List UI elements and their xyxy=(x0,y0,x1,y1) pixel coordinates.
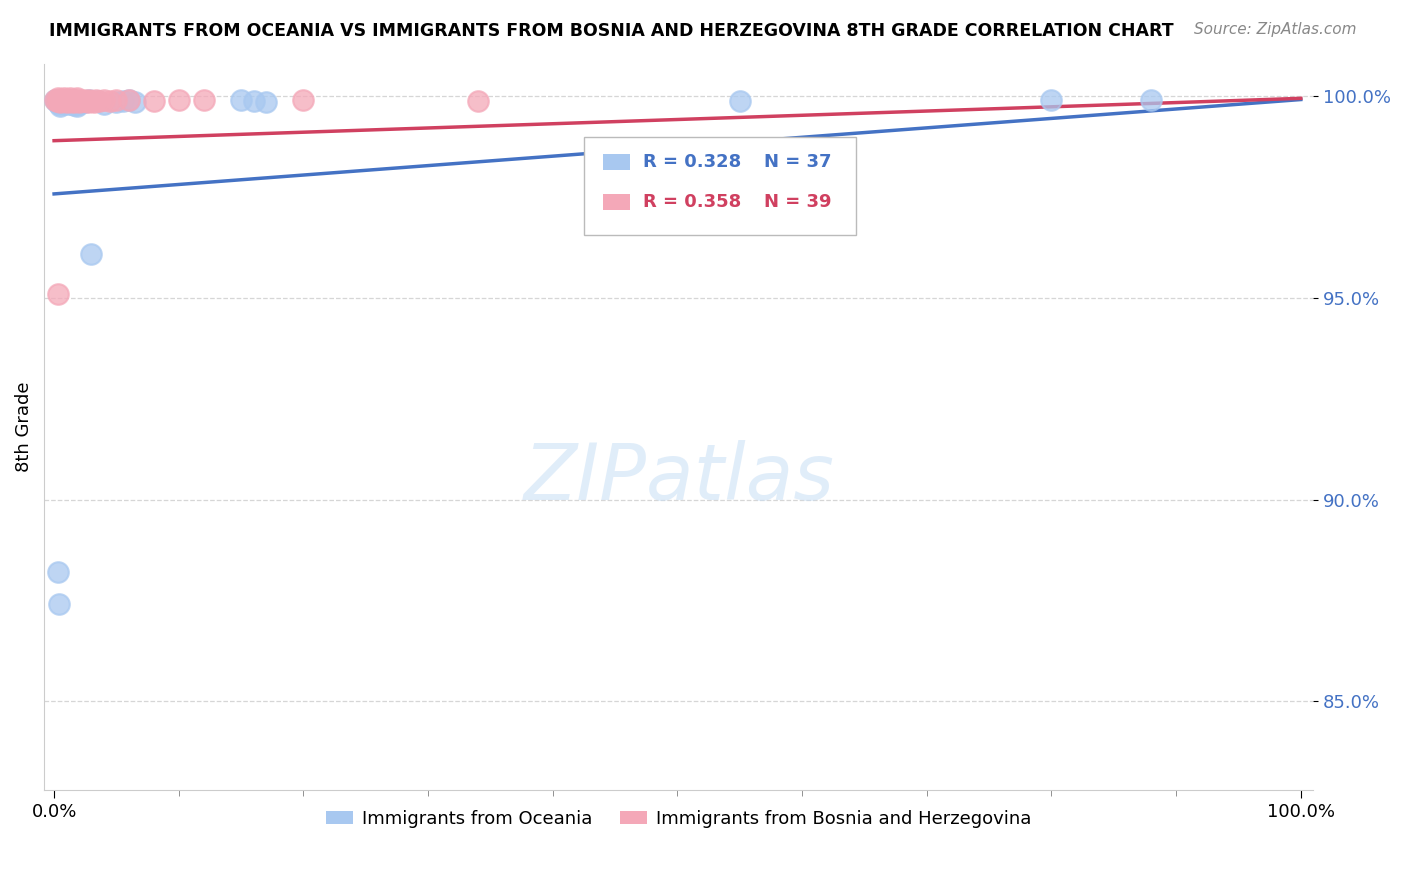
Point xyxy=(56,93,79,107)
Point xyxy=(105,93,128,107)
Point xyxy=(46,91,69,105)
Point xyxy=(87,94,110,108)
Point xyxy=(53,97,76,112)
Point xyxy=(83,95,105,110)
Point xyxy=(52,94,75,108)
Text: IMMIGRANTS FROM OCEANIA VS IMMIGRANTS FROM BOSNIA AND HERZEGOVINA 8TH GRADE CORR: IMMIGRANTS FROM OCEANIA VS IMMIGRANTS FR… xyxy=(49,22,1174,40)
Point xyxy=(65,91,87,105)
Point xyxy=(65,94,87,108)
Point xyxy=(75,94,97,108)
Point xyxy=(60,94,83,108)
Point xyxy=(44,93,66,107)
Point xyxy=(124,95,146,110)
Point xyxy=(48,598,70,612)
Point xyxy=(48,97,70,112)
FancyBboxPatch shape xyxy=(603,154,630,170)
Point xyxy=(105,95,128,110)
Point xyxy=(48,94,70,108)
Point xyxy=(63,98,86,112)
Point xyxy=(80,94,103,108)
Point xyxy=(62,95,84,110)
Text: R = 0.358: R = 0.358 xyxy=(643,193,741,211)
Point xyxy=(46,94,69,108)
Point xyxy=(49,99,72,113)
Point xyxy=(62,95,84,110)
Text: N = 37: N = 37 xyxy=(763,153,831,171)
Point xyxy=(80,94,103,108)
Point xyxy=(292,93,315,107)
FancyBboxPatch shape xyxy=(603,194,630,210)
Point xyxy=(254,95,277,110)
Point xyxy=(87,94,110,108)
Point xyxy=(67,95,90,110)
Point xyxy=(70,94,93,108)
FancyBboxPatch shape xyxy=(583,136,856,235)
Y-axis label: 8th Grade: 8th Grade xyxy=(15,382,32,472)
Point xyxy=(229,94,252,108)
Point xyxy=(93,93,115,107)
Point xyxy=(51,93,73,107)
Point xyxy=(167,94,190,108)
Point xyxy=(93,97,115,112)
Point xyxy=(60,94,83,108)
Point xyxy=(77,94,100,108)
Point xyxy=(53,94,76,108)
Point xyxy=(67,96,90,111)
Point xyxy=(80,246,103,260)
Point xyxy=(52,94,75,108)
Point xyxy=(49,95,72,110)
Point xyxy=(728,94,751,108)
Point xyxy=(76,95,98,110)
Point xyxy=(58,94,80,108)
Text: ZIPatlas: ZIPatlas xyxy=(523,440,834,516)
Point xyxy=(55,95,77,110)
Point xyxy=(75,95,97,110)
Point xyxy=(98,94,121,108)
Point xyxy=(45,94,67,108)
Point xyxy=(53,94,76,108)
Text: R = 0.328: R = 0.328 xyxy=(643,153,741,171)
Point xyxy=(242,94,264,108)
Point xyxy=(56,93,79,107)
Point xyxy=(46,565,69,579)
Point xyxy=(467,94,489,108)
Point xyxy=(58,94,80,108)
Point xyxy=(45,95,67,110)
Point xyxy=(86,94,108,108)
Point xyxy=(73,93,96,107)
Text: N = 39: N = 39 xyxy=(763,193,831,211)
Point xyxy=(70,94,93,108)
Point xyxy=(63,93,86,107)
Point xyxy=(111,94,134,108)
Legend: Immigrants from Oceania, Immigrants from Bosnia and Herzegovina: Immigrants from Oceania, Immigrants from… xyxy=(319,803,1039,835)
Point xyxy=(53,91,76,105)
Point xyxy=(65,99,87,113)
Point xyxy=(118,94,141,108)
Point xyxy=(142,94,165,108)
Point xyxy=(46,287,69,301)
Point xyxy=(77,93,100,107)
Point xyxy=(59,97,82,112)
Point xyxy=(66,94,89,108)
Point xyxy=(59,91,82,105)
Point xyxy=(1140,94,1163,108)
Point xyxy=(1040,94,1063,108)
Point xyxy=(193,94,215,108)
Point xyxy=(55,95,77,110)
Point xyxy=(44,94,66,108)
Point xyxy=(51,95,73,110)
Point xyxy=(118,94,141,108)
Text: Source: ZipAtlas.com: Source: ZipAtlas.com xyxy=(1194,22,1357,37)
